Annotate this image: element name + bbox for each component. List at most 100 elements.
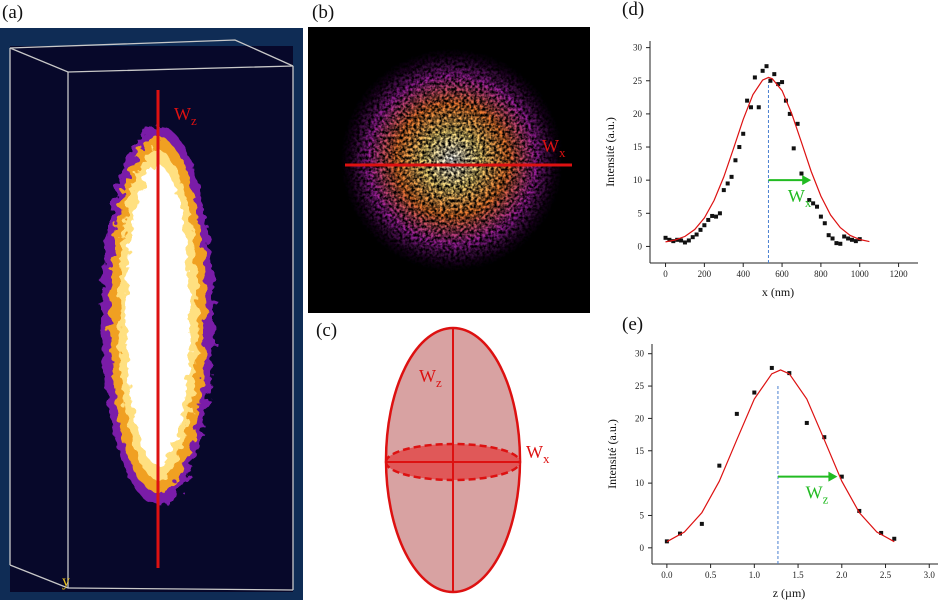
data-point (737, 145, 742, 150)
data-point (853, 239, 858, 244)
data-point (776, 82, 781, 87)
data-point (764, 64, 769, 69)
width-label-main: W (806, 483, 823, 503)
chart: (d) 0 200 400 600 800 1000 1200 0 5 10 15 20 25 30 x (n… (603, 0, 918, 299)
data-point (768, 78, 773, 83)
data-point (671, 239, 676, 244)
fit-line (666, 369, 895, 543)
wz-label: Wz (419, 366, 442, 390)
data-point (667, 237, 672, 242)
y-tick-label: 15 (633, 142, 643, 152)
y-tick-label: 25 (635, 381, 645, 391)
data-point (752, 390, 757, 395)
x-tick-label: 0.0 (661, 570, 673, 580)
x-axis-label: z (µm) (773, 586, 806, 600)
y-tick-label: 30 (633, 43, 643, 53)
data-point (804, 420, 809, 425)
data-point (807, 198, 812, 203)
wz-label-main: W (174, 104, 191, 124)
data-point (752, 75, 757, 80)
data-point (839, 474, 844, 479)
x-tick-label: 1200 (890, 269, 909, 279)
width-label: Wx (788, 186, 812, 210)
data-point (846, 236, 851, 241)
panel-c: Wz Wx (c) (316, 320, 550, 594)
x-tick-label: 2.0 (836, 570, 848, 580)
y-tick-label: 15 (635, 446, 645, 456)
data-point (787, 111, 792, 116)
y-tick-label: 25 (633, 76, 643, 86)
data-point (811, 201, 816, 206)
data-point (892, 536, 897, 541)
wx-label-main: W (542, 136, 559, 156)
data-point (760, 68, 765, 73)
wz-label-main: W (419, 366, 436, 386)
x-axis-label: x (nm) (762, 285, 794, 299)
data-point (748, 105, 753, 110)
y-tick-label: 0 (638, 241, 643, 251)
data-point (849, 237, 854, 242)
wireframe-box (9, 39, 294, 591)
x-tick-label: 1.0 (749, 570, 761, 580)
x-tick-label: 1.5 (792, 570, 804, 580)
data-point (818, 214, 823, 219)
data-point (772, 72, 777, 77)
x-tick-label: 2.5 (880, 570, 892, 580)
data-point (769, 365, 774, 370)
data-point (822, 221, 827, 226)
data-point (725, 181, 730, 186)
panel-label: (c) (316, 320, 337, 341)
data-point (717, 463, 722, 468)
data-point (795, 121, 800, 126)
data-point (834, 241, 839, 246)
chart: (e) 0.0 0.5 1.0 1.5 2.0 2.5 3.0 0 5 10 15 20 25 30 z (µ… (605, 314, 938, 600)
wx-label: Wx (526, 442, 550, 466)
data-point (830, 236, 835, 241)
panel-label: (b) (312, 2, 334, 23)
data-point (842, 234, 847, 239)
data-point (686, 238, 691, 243)
data-point (679, 238, 684, 243)
wx-label-sub: x (543, 451, 550, 466)
data-point (879, 530, 884, 535)
data-point (729, 174, 734, 179)
x-tick-label: 200 (698, 269, 712, 279)
wz-label-sub: z (191, 113, 197, 128)
panel-label: (a) (2, 2, 23, 23)
axis-y-label: y (62, 573, 70, 590)
x-tick-label: 0 (663, 269, 668, 279)
y-axis-label: Intensité (a.u.) (603, 117, 617, 187)
data-point (721, 188, 726, 193)
width-label-sub: z (823, 492, 829, 507)
width-label: Wz (806, 483, 829, 507)
x-tick-label: 0.5 (705, 570, 717, 580)
fit-line (665, 76, 870, 243)
data-point (714, 214, 719, 219)
data-point (787, 371, 792, 376)
wz-label: Wz (174, 104, 197, 128)
y-tick-label: 5 (640, 510, 645, 520)
data-point (699, 521, 704, 526)
x-tick-label: 3.0 (924, 570, 936, 580)
wz-label-sub: z (436, 375, 442, 390)
data-point (682, 240, 687, 245)
y-tick-label: 5 (638, 208, 643, 218)
data-point (838, 241, 843, 246)
panel-label: (e) (622, 314, 643, 335)
data-point (745, 98, 750, 103)
data-point (822, 435, 827, 440)
data-point (741, 131, 746, 136)
y-tick-label: 20 (633, 109, 643, 119)
data-point (857, 508, 862, 513)
x-tick-label: 1000 (851, 269, 870, 279)
wx-label-main: W (526, 442, 543, 462)
wx-label: Wx (542, 136, 566, 160)
arrow-head (802, 175, 812, 186)
data-point (756, 105, 761, 110)
y-axis-label: Intensité (a.u.) (605, 419, 619, 489)
arrow-head (828, 471, 838, 482)
data-point (702, 223, 707, 228)
x-tick-label: 800 (814, 269, 828, 279)
data-point (734, 411, 739, 416)
